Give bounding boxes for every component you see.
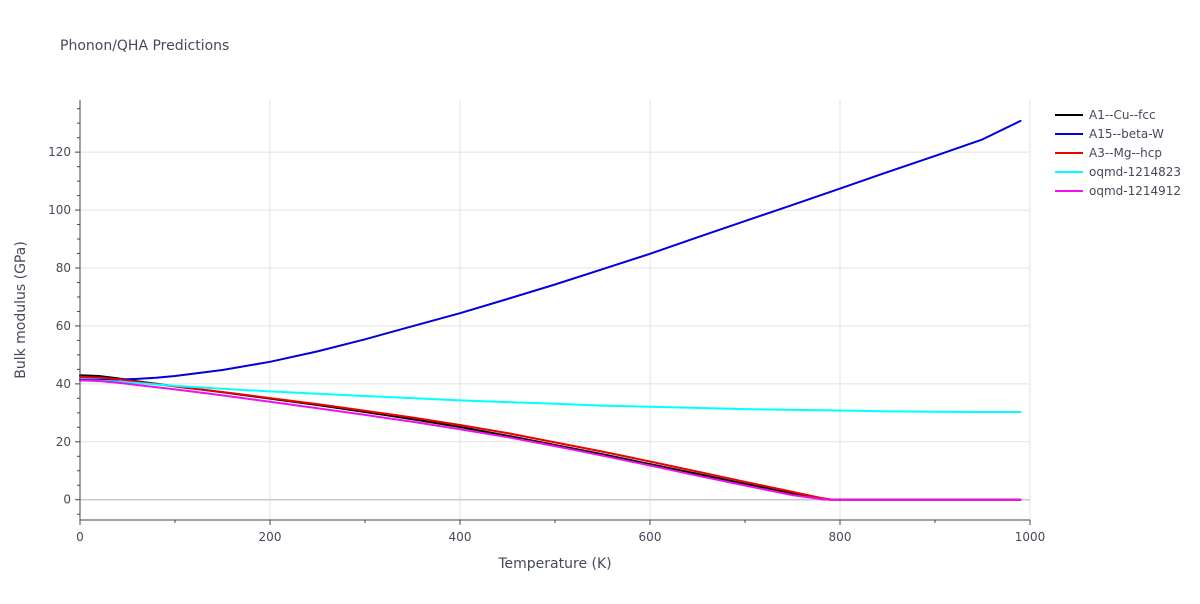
legend-label: oqmd-1214912 — [1089, 184, 1181, 198]
series-layer — [79, 119, 1022, 501]
chart-title: Phonon/QHA Predictions — [60, 38, 229, 54]
legend-label: oqmd-1214823 — [1089, 165, 1181, 179]
tick-label-layer: 0 200 400 600 800 1000 0 20 40 60 80 100 120 — [48, 145, 1045, 544]
x-tick-label: 400 — [449, 530, 472, 544]
y-tick-label: 120 — [48, 145, 71, 159]
y-tick-label: 20 — [56, 435, 71, 449]
y-tick-label: 80 — [56, 261, 71, 275]
legend[interactable]: A1--Cu--fcc A15--beta-W A3--Mg--hcp oqmd-12… — [1055, 108, 1181, 198]
x-tick-label: 600 — [639, 530, 662, 544]
legend-label: A1--Cu--fcc — [1089, 108, 1156, 122]
series-line-oqmd-1214823 — [79, 379, 1022, 413]
series-line-a1-cu-fcc — [79, 374, 1022, 501]
legend-item-a1-cu-fcc[interactable]: A1--Cu--fcc — [1055, 108, 1156, 122]
x-tick-label: 200 — [259, 530, 282, 544]
legend-item-a15-beta-w[interactable]: A15--beta-W — [1055, 127, 1164, 141]
series-line-a15-beta-w — [79, 119, 1022, 381]
legend-label: A3--Mg--hcp — [1089, 146, 1162, 160]
legend-item-oqmd-1214912[interactable]: oqmd-1214912 — [1055, 184, 1181, 198]
y-tick-label: 0 — [63, 493, 71, 507]
y-tick-label: 60 — [56, 319, 71, 333]
legend-label: A15--beta-W — [1089, 127, 1164, 141]
x-tick-label: 1000 — [1015, 530, 1046, 544]
y-tick-label: 40 — [56, 377, 71, 391]
legend-item-oqmd-1214823[interactable]: oqmd-1214823 — [1055, 165, 1181, 179]
x-tick-label: 0 — [76, 530, 84, 544]
x-tick-label: 800 — [829, 530, 852, 544]
legend-item-a3-mg-hcp[interactable]: A3--Mg--hcp — [1055, 146, 1162, 160]
y-axis-title: Bulk modulus (GPa) — [13, 241, 29, 379]
grid-layer — [80, 100, 1031, 520]
y-tick-label: 100 — [48, 203, 71, 217]
series-line-oqmd-1214912 — [79, 379, 1022, 501]
x-axis-title: Temperature (K) — [497, 556, 611, 572]
axis-layer — [75, 100, 1031, 525]
